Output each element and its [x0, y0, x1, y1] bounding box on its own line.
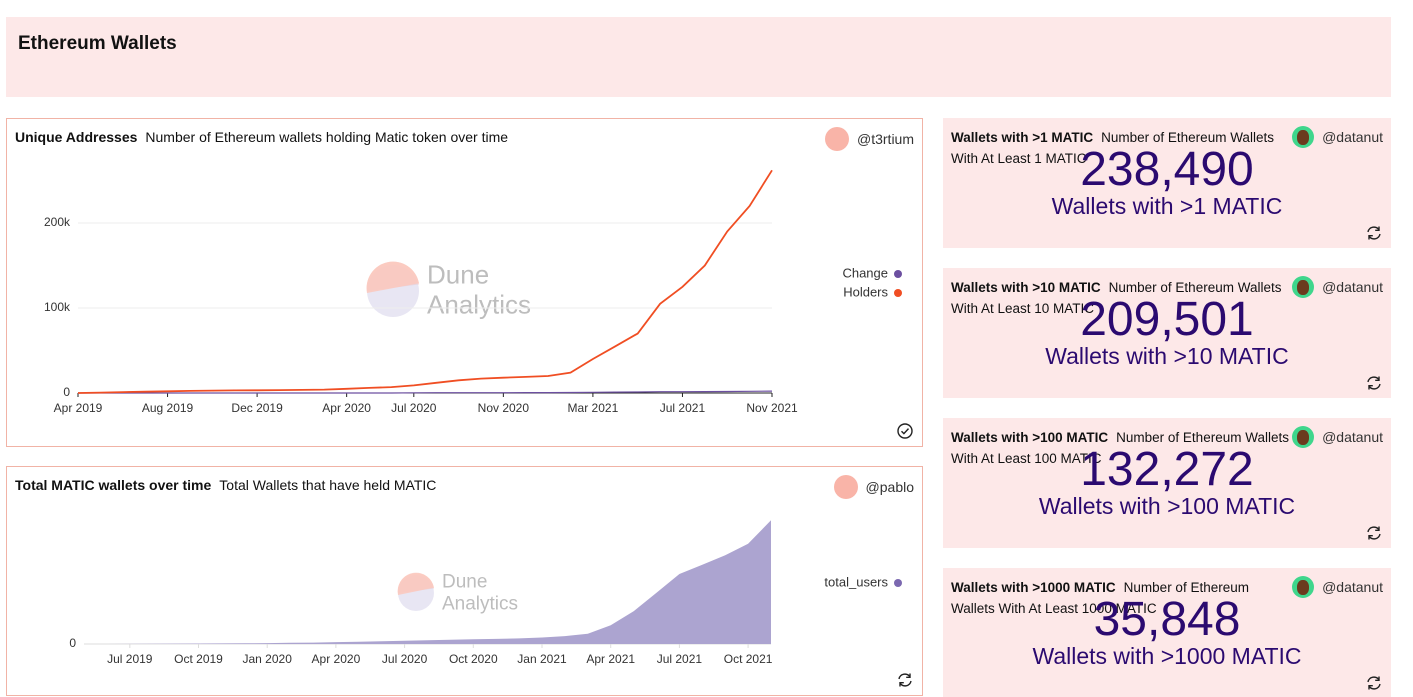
author-name[interactable]: @datanut [1322, 129, 1383, 145]
x-tick-label: Nov 2020 [478, 401, 530, 415]
x-tick-label: Jul 2020 [382, 652, 428, 666]
area [84, 520, 771, 644]
author-name[interactable]: @pablo [865, 479, 914, 495]
counter-panel: Wallets with >100 MATIC Number of Ethereu… [943, 418, 1391, 548]
refresh-icon[interactable] [896, 671, 914, 689]
counter-value: 238,490 [1080, 143, 1254, 196]
author[interactable]: @t3rtium [825, 127, 914, 151]
avatar [1292, 276, 1315, 298]
legend-marker [894, 579, 902, 587]
watermark-text: Dune [442, 572, 487, 593]
avatar [1292, 126, 1315, 148]
counter-title: Wallets with >1 MATIC [951, 130, 1094, 145]
panel-title: Unique Addresses Number of Ethereum walle… [15, 129, 508, 145]
x-tick-label: Oct 2021 [724, 652, 773, 666]
author[interactable]: @datanut [1292, 276, 1383, 298]
refresh-icon[interactable] [1365, 224, 1383, 242]
watermark-text: Analytics [442, 593, 518, 614]
counter-value: 132,272 [1080, 443, 1254, 496]
avatar [1292, 576, 1315, 598]
watermark-logo [366, 261, 419, 293]
author-name[interactable]: @datanut [1322, 279, 1383, 295]
counter-value: 35,848 [1093, 593, 1241, 646]
author-name[interactable]: @datanut [1322, 429, 1383, 445]
chart-title: Unique Addresses [15, 129, 138, 145]
author[interactable]: @datanut [1292, 126, 1383, 148]
author-name[interactable]: @datanut [1322, 579, 1383, 595]
x-tick-label: Nov 2021 [746, 401, 798, 415]
x-tick-label: Jul 2021 [657, 652, 703, 666]
legend-marker [894, 289, 902, 297]
watermark-logo [397, 572, 434, 595]
counter-title: Wallets with >100 MATIC [951, 430, 1109, 445]
x-tick-label: Apr 2021 [586, 652, 635, 666]
counter-panel: Wallets with >10 MATIC Number of Ethereum… [943, 268, 1391, 398]
counter-subtitle: Number of Ethereum Wallets With At Least… [951, 130, 1274, 166]
counter-title: Wallets with >1000 MATIC [951, 580, 1116, 595]
author[interactable]: @pablo [833, 475, 914, 499]
x-tick-label: Apr 2020 [322, 401, 371, 415]
panel-title: Total MATIC wallets over time Total Walle… [15, 477, 436, 493]
x-tick-label: Apr 2019 [54, 401, 103, 415]
x-tick-label: Mar 2021 [568, 401, 619, 415]
author[interactable]: @datanut [1292, 426, 1383, 448]
x-tick-label: Jan 2021 [517, 652, 567, 666]
counter-label: Wallets with >1 MATIC [1051, 193, 1283, 219]
x-tick-label: Aug 2019 [142, 401, 194, 415]
counter-label: Wallets with >100 MATIC [1038, 493, 1296, 519]
x-tick-label: Apr 2020 [312, 652, 361, 666]
refresh-icon[interactable] [1365, 374, 1383, 392]
watermark-text: Analytics [427, 289, 531, 319]
refresh-icon[interactable] [1365, 674, 1383, 692]
counter-subtitle: Number of Ethereum Wallets With At Least… [951, 430, 1289, 466]
counter-subtitle: Number of Ethereum Wallets With At Least… [951, 580, 1249, 616]
avatar [825, 127, 849, 151]
x-tick-label: Jul 2021 [660, 401, 706, 415]
chart-subtitle: Total Wallets that have held MATIC [219, 477, 437, 493]
refresh-icon[interactable] [1365, 524, 1383, 542]
legend-label: Holders [843, 284, 888, 299]
panel-title: Wallets with >1 MATIC Number of Ethereum … [951, 127, 1291, 169]
author[interactable]: @datanut [1292, 576, 1383, 598]
line [77, 169, 773, 394]
avatar [833, 475, 858, 499]
legend-label: Change [842, 265, 888, 280]
legend-label: total_users [824, 574, 888, 589]
x-tick-label: Dec 2019 [231, 401, 283, 415]
y-tick-label: 0 [69, 636, 76, 650]
legend-marker [894, 270, 902, 278]
counter-subtitle: Number of Ethereum Wallets With At Least… [951, 280, 1282, 316]
counter-label: Wallets with >10 MATIC [1045, 343, 1289, 369]
watermark-text: Dune [427, 260, 489, 290]
counter-panel: Wallets with >1000 MATIC Number of Ethere… [943, 568, 1391, 697]
line [78, 390, 773, 394]
x-tick-label: Oct 2020 [449, 652, 498, 666]
panel-title: Wallets with >1000 MATIC Number of Ethere… [951, 577, 1291, 619]
counter-label: Wallets with >1000 MATIC [1032, 643, 1302, 669]
dashboard-title: Ethereum Wallets [18, 33, 177, 54]
counter-value: 209,501 [1080, 293, 1254, 346]
author-name[interactable]: @t3rtium [857, 131, 914, 147]
x-tick-label: Jul 2019 [107, 652, 153, 666]
chart-title: Total MATIC wallets over time [15, 477, 212, 493]
y-tick-label: 200k [44, 215, 71, 229]
panel-title: Wallets with >10 MATIC Number of Ethereum… [951, 277, 1291, 319]
avatar [1292, 426, 1315, 448]
counter-title: Wallets with >10 MATIC [951, 280, 1101, 295]
x-tick-label: Jan 2020 [243, 652, 293, 666]
counter-panel: Wallets with >1 MATIC Number of Ethereum … [943, 118, 1391, 248]
header: Ethereum Wallets [6, 17, 1391, 97]
x-tick-label: Jul 2020 [391, 401, 437, 415]
y-tick-label: 0 [63, 385, 70, 399]
x-tick-label: Oct 2019 [174, 652, 223, 666]
chart-subtitle: Number of Ethereum wallets holding Matic… [145, 129, 509, 145]
y-tick-label: 100k [44, 300, 71, 314]
check-icon[interactable] [896, 422, 914, 440]
panel-title: Wallets with >100 MATIC Number of Ethereu… [951, 427, 1291, 469]
